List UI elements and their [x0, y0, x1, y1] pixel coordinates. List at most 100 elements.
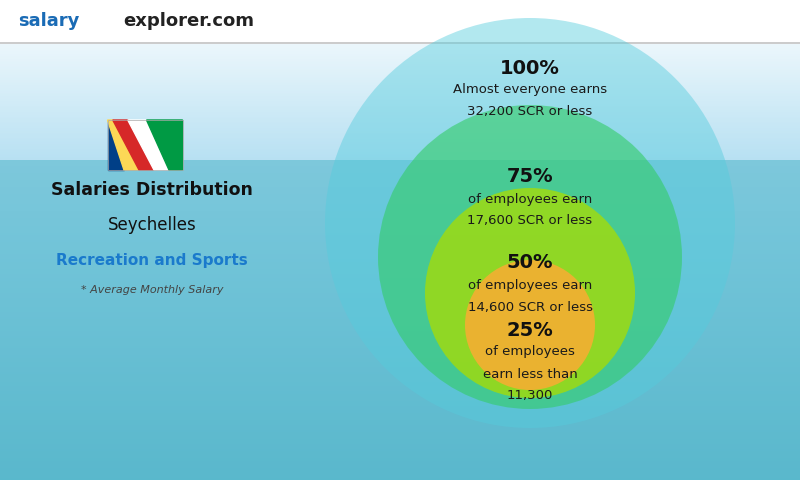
Bar: [0, 470, 800, 473]
Bar: [0, 463, 800, 466]
Bar: [0, 242, 800, 245]
Bar: [0, 53, 800, 54]
Bar: [0, 120, 800, 121]
Bar: [0, 420, 800, 422]
Bar: [0, 102, 800, 104]
Bar: [0, 143, 800, 144]
Bar: [0, 478, 800, 480]
Bar: [0, 341, 800, 343]
Bar: [0, 61, 800, 62]
Bar: [0, 91, 800, 93]
Bar: [0, 128, 800, 130]
Bar: [0, 396, 800, 398]
Bar: [0, 257, 800, 259]
Bar: [0, 125, 800, 127]
Bar: [0, 138, 800, 139]
Bar: [0, 157, 800, 158]
Bar: [0, 283, 800, 286]
Bar: [0, 90, 800, 91]
Bar: [0, 58, 800, 59]
Bar: [0, 84, 800, 86]
Bar: [0, 233, 800, 235]
Bar: [0, 115, 800, 117]
Bar: [0, 127, 800, 130]
Bar: [0, 8, 800, 10]
Bar: [0, 458, 800, 461]
Bar: [0, 290, 800, 293]
Bar: [0, 50, 800, 53]
Bar: [0, 302, 800, 305]
Bar: [0, 403, 800, 406]
Bar: [0, 114, 800, 115]
Bar: [0, 6, 800, 8]
Bar: [0, 348, 800, 350]
Bar: [0, 27, 800, 29]
Bar: [0, 5, 800, 6]
Bar: [0, 454, 800, 456]
Bar: [0, 156, 800, 158]
Bar: [0, 19, 800, 22]
Bar: [0, 64, 800, 66]
Bar: [0, 80, 800, 82]
Bar: [0, 298, 800, 300]
Bar: [0, 42, 800, 44]
Bar: [0, 62, 800, 64]
Bar: [0, 307, 800, 310]
Bar: [0, 0, 800, 42]
Bar: [0, 144, 800, 146]
Bar: [0, 0, 800, 1]
Bar: [0, 5, 800, 7]
Bar: [0, 322, 800, 324]
Bar: [0, 152, 800, 154]
Bar: [0, 185, 800, 187]
Bar: [0, 317, 800, 319]
Bar: [0, 391, 800, 394]
Bar: [0, 439, 800, 442]
Bar: [0, 410, 800, 413]
Bar: [0, 107, 800, 109]
Bar: [0, 85, 800, 86]
Bar: [0, 155, 800, 157]
Bar: [0, 398, 800, 401]
Bar: [0, 29, 800, 30]
Text: Recreation and Sports: Recreation and Sports: [56, 252, 248, 267]
Bar: [0, 187, 800, 190]
Bar: [0, 133, 800, 134]
Bar: [0, 82, 800, 83]
Bar: [0, 194, 800, 197]
Bar: [0, 73, 800, 75]
Bar: [0, 163, 800, 166]
Bar: [0, 115, 800, 118]
Bar: [0, 121, 800, 123]
Bar: [0, 123, 800, 125]
Bar: [0, 312, 800, 314]
Bar: [0, 262, 800, 264]
Bar: [0, 466, 800, 468]
Bar: [0, 17, 800, 19]
Bar: [0, 95, 800, 96]
Bar: [0, 206, 800, 209]
Bar: [0, 353, 800, 355]
Bar: [0, 51, 800, 53]
Bar: [0, 24, 800, 26]
Bar: [0, 382, 800, 384]
Bar: [0, 79, 800, 82]
Bar: [0, 425, 800, 427]
Bar: [0, 377, 800, 379]
Bar: [0, 131, 800, 133]
Bar: [0, 336, 800, 338]
Bar: [0, 293, 800, 295]
Bar: [0, 0, 800, 2]
Bar: [0, 139, 800, 141]
Bar: [107, 120, 182, 170]
Bar: [0, 139, 800, 142]
Bar: [0, 394, 800, 396]
Bar: [0, 16, 800, 18]
Bar: [0, 130, 800, 131]
Bar: [0, 126, 800, 128]
Bar: [0, 67, 800, 70]
Bar: [0, 451, 800, 454]
Bar: [0, 29, 800, 31]
Bar: [0, 89, 800, 91]
Bar: [0, 14, 800, 17]
